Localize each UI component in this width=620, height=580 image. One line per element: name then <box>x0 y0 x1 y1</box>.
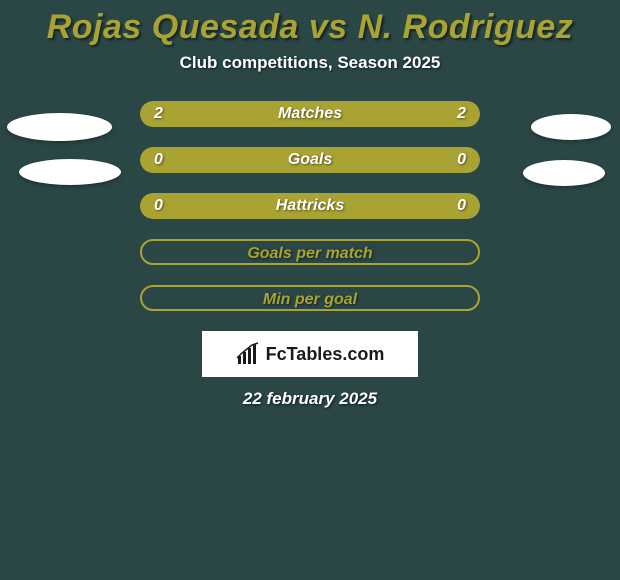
stat-row: 00Hattricks <box>140 193 480 219</box>
stat-label: Min per goal <box>142 287 478 311</box>
player-left-marker-2 <box>19 159 121 185</box>
stat-row: Min per goal <box>140 285 480 311</box>
card-subtitle: Club competitions, Season 2025 <box>0 53 620 73</box>
source-logo-text: FcTables.com <box>266 344 385 365</box>
player-right-marker-2 <box>523 160 605 186</box>
comparison-card: Rojas Quesada vs N. Rodriguez Club compe… <box>0 0 620 409</box>
stat-label: Goals per match <box>142 241 478 265</box>
card-title: Rojas Quesada vs N. Rodriguez <box>0 8 620 47</box>
player-left-marker-1 <box>7 113 112 141</box>
player-right-marker-1 <box>531 114 611 140</box>
stats-area: 22Matches 00Goals 00Hattricks Goals per mat… <box>0 101 620 311</box>
stat-row: 22Matches <box>140 101 480 127</box>
stat-label: Matches <box>140 101 480 127</box>
stat-label: Hattricks <box>140 193 480 219</box>
source-logo: FcTables.com <box>202 331 418 377</box>
stat-row: 00Goals <box>140 147 480 173</box>
card-date: 22 february 2025 <box>0 389 620 409</box>
chart-bars-icon <box>236 342 260 366</box>
stat-label: Goals <box>140 147 480 173</box>
stat-row: Goals per match <box>140 239 480 265</box>
